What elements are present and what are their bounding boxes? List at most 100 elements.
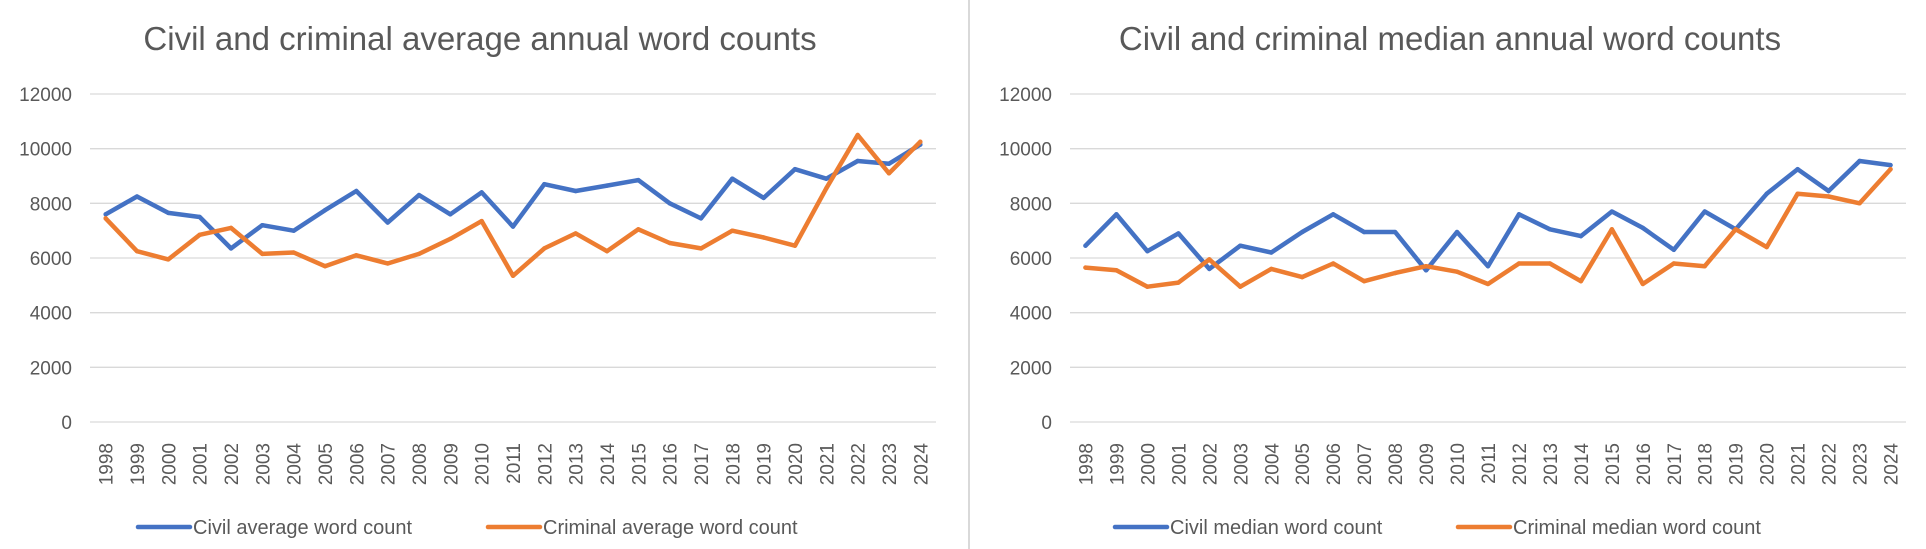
x-tick-label: 2009 bbox=[1417, 443, 1438, 485]
data-point-civil bbox=[855, 158, 860, 164]
x-tick-label: 2002 bbox=[222, 443, 243, 485]
x-tick-label: 2009 bbox=[441, 443, 462, 485]
data-point-criminal bbox=[761, 235, 766, 240]
data-point-criminal bbox=[322, 264, 328, 269]
data-point-civil bbox=[1454, 229, 1460, 235]
x-tick-label: 2004 bbox=[285, 443, 306, 486]
data-point-criminal bbox=[385, 261, 390, 266]
data-point-civil bbox=[761, 195, 766, 201]
data-point-civil bbox=[1238, 243, 1243, 248]
x-tick-label: 2023 bbox=[1851, 443, 1872, 485]
data-point-criminal bbox=[1330, 261, 1336, 266]
data-point-civil bbox=[1114, 212, 1119, 217]
data-point-civil bbox=[573, 188, 578, 194]
data-point-civil bbox=[1423, 268, 1429, 273]
data-point-civil bbox=[792, 166, 798, 172]
x-tick-label: 2011 bbox=[1479, 443, 1500, 484]
x-tick-label: 2002 bbox=[1200, 443, 1221, 485]
data-point-criminal bbox=[1114, 268, 1119, 273]
data-point-criminal bbox=[416, 251, 422, 257]
panel-divider bbox=[968, 0, 970, 549]
x-tick-label: 2010 bbox=[1448, 443, 1469, 485]
x-tick-label: 2014 bbox=[1572, 443, 1593, 486]
x-tick-label: 1998 bbox=[97, 443, 118, 485]
x-tick-label: 2016 bbox=[1634, 443, 1655, 485]
x-tick-label: 2007 bbox=[379, 443, 400, 485]
data-point-criminal bbox=[1083, 265, 1088, 270]
data-point-civil bbox=[1640, 225, 1646, 231]
x-tick-label: 2007 bbox=[1355, 443, 1376, 485]
data-point-civil bbox=[1578, 233, 1584, 239]
y-tick-label: 12000 bbox=[19, 85, 72, 106]
legend-label: Civil median word count bbox=[1170, 517, 1383, 539]
data-point-criminal bbox=[792, 243, 798, 248]
data-point-civil bbox=[1269, 250, 1274, 255]
data-point-civil bbox=[636, 177, 641, 183]
data-point-criminal bbox=[667, 240, 672, 246]
data-point-criminal bbox=[1764, 244, 1769, 250]
data-point-civil bbox=[166, 210, 171, 216]
data-point-criminal bbox=[228, 225, 234, 231]
data-point-criminal bbox=[886, 171, 892, 176]
chart-panel-median: Civil and criminal median annual word co… bbox=[970, 0, 1926, 549]
data-point-criminal bbox=[1702, 264, 1707, 269]
data-point-criminal bbox=[1176, 280, 1181, 285]
data-point-criminal bbox=[604, 248, 610, 254]
x-tick-label: 1999 bbox=[128, 443, 149, 485]
data-point-criminal bbox=[448, 236, 453, 242]
x-tick-label: 2013 bbox=[567, 443, 588, 485]
x-tick-label: 2019 bbox=[755, 443, 776, 485]
series-line-civil bbox=[1083, 158, 1893, 273]
series-line-criminal bbox=[1083, 166, 1893, 289]
data-point-civil bbox=[824, 176, 829, 181]
data-point-criminal bbox=[1578, 279, 1584, 284]
y-tick-label: 4000 bbox=[1010, 304, 1052, 325]
data-point-civil bbox=[886, 161, 892, 166]
x-tick-label: 2008 bbox=[410, 443, 431, 485]
average-chart-svg: Civil and criminal average annual word c… bbox=[19, 20, 936, 539]
data-point-criminal bbox=[291, 250, 296, 255]
data-point-criminal bbox=[260, 251, 265, 257]
data-point-civil bbox=[1361, 229, 1367, 235]
y-tick-label: 4000 bbox=[30, 304, 72, 325]
x-tick-label: 2010 bbox=[473, 443, 494, 485]
data-point-criminal bbox=[573, 231, 578, 236]
x-tick-label: 2006 bbox=[1324, 443, 1345, 485]
x-tick-label: 2019 bbox=[1727, 443, 1748, 485]
y-tick-label: 10000 bbox=[999, 140, 1052, 161]
data-point-criminal bbox=[698, 246, 704, 251]
data-point-civil bbox=[1609, 209, 1615, 214]
chart-title: Civil and criminal median annual word co… bbox=[1119, 20, 1781, 57]
x-tick-label: 2022 bbox=[1820, 443, 1841, 485]
x-tick-label: 2015 bbox=[629, 443, 650, 485]
legend-label: Criminal average word count bbox=[543, 517, 798, 539]
x-tick-label: 2006 bbox=[347, 443, 368, 485]
data-point-criminal bbox=[1485, 281, 1491, 287]
data-point-civil bbox=[1888, 162, 1893, 168]
x-tick-label: 2012 bbox=[1510, 443, 1531, 485]
x-tick-label: 2015 bbox=[1603, 443, 1624, 485]
x-tick-label: 2013 bbox=[1541, 443, 1562, 485]
legend-label: Criminal median word count bbox=[1513, 517, 1761, 539]
data-point-civil bbox=[1826, 188, 1831, 194]
x-tick-label: 2020 bbox=[786, 443, 807, 485]
data-point-criminal bbox=[1361, 279, 1367, 284]
data-point-civil bbox=[1176, 231, 1181, 236]
y-tick-label: 8000 bbox=[1010, 194, 1052, 215]
data-point-civil bbox=[291, 228, 296, 233]
data-point-criminal bbox=[542, 246, 547, 251]
x-tick-label: 1998 bbox=[1076, 443, 1097, 485]
x-tick-label: 2022 bbox=[849, 443, 870, 485]
x-tick-label: 2017 bbox=[692, 443, 713, 485]
x-tick-label: 2017 bbox=[1665, 443, 1686, 485]
y-tick-label: 6000 bbox=[1010, 249, 1052, 270]
legend-label: Civil average word count bbox=[193, 517, 412, 539]
x-tick-label: 2023 bbox=[880, 443, 901, 485]
chart-panel-average: Civil and criminal average annual word c… bbox=[19, 20, 936, 539]
y-tick-label: 0 bbox=[61, 413, 72, 434]
data-point-civil bbox=[698, 216, 704, 221]
data-point-civil bbox=[1547, 227, 1553, 232]
data-point-criminal bbox=[1826, 194, 1831, 199]
x-tick-label: 2014 bbox=[598, 443, 619, 486]
data-point-criminal bbox=[197, 232, 202, 237]
